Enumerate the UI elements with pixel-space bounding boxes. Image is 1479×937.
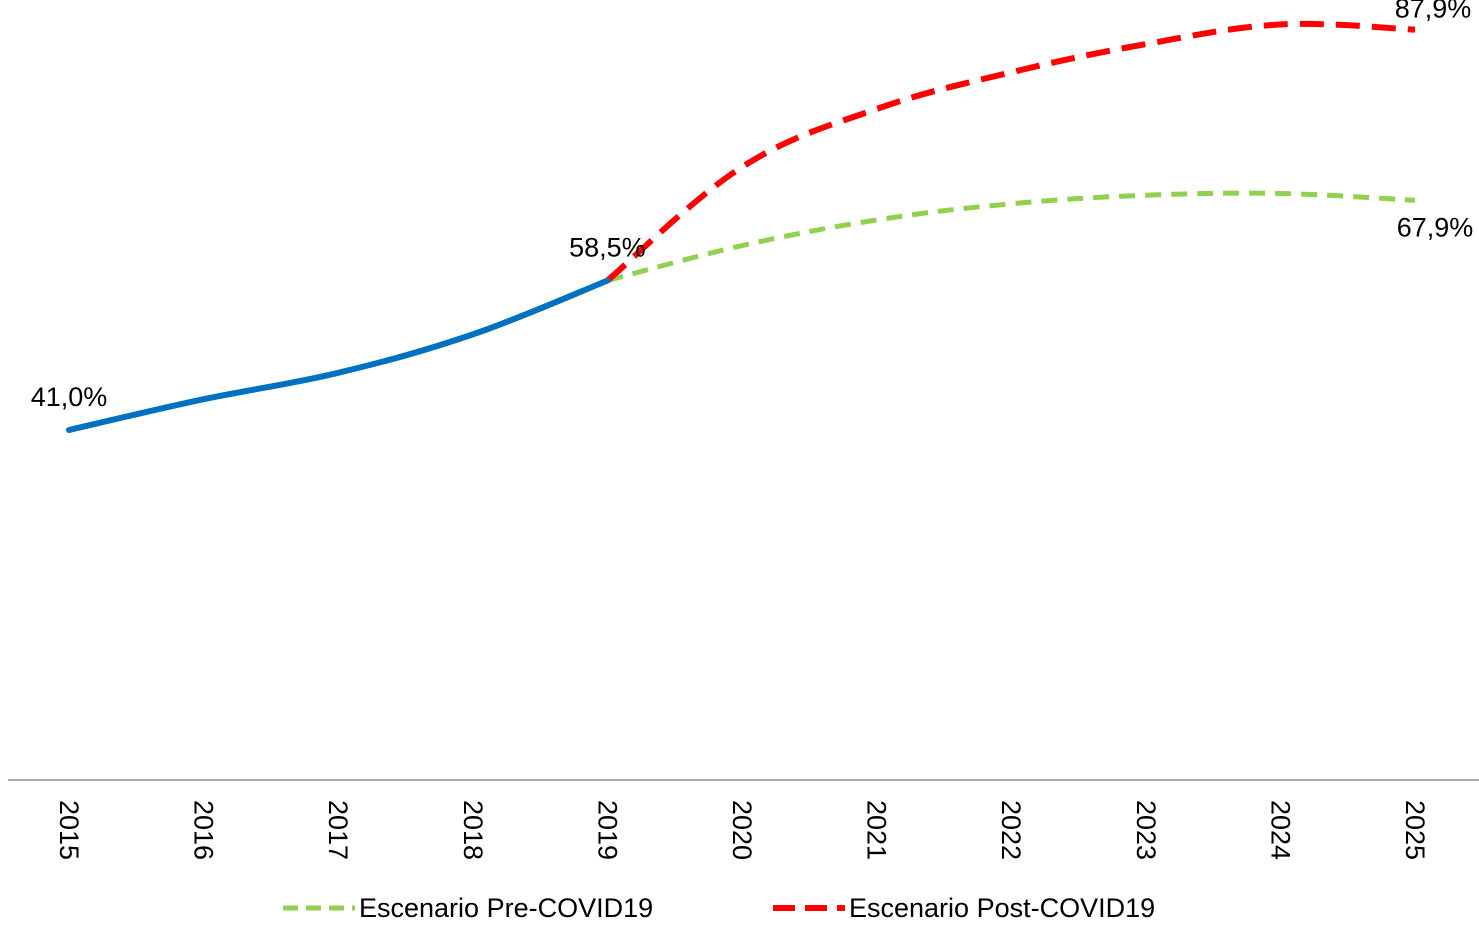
x-tick-label-2025: 2025 [1400,800,1430,860]
legend: Escenario Pre-COVID19 Escenario Post-COVI… [283,893,1155,923]
x-tick-label-2023: 2023 [1131,800,1161,860]
data-labels: 41,0% 58,5% 67,9% 87,9% [31,0,1474,412]
x-tick-label-2017: 2017 [323,800,353,860]
data-label-historical-0-2015: 41,0% [31,382,108,412]
x-tick-label-2016: 2016 [189,800,219,860]
x-tick-label-2019: 2019 [592,800,622,860]
series-line-historical-0 [66,277,611,433]
legend-label-escenario-post-covid19: Escenario Post-COVID19 [849,893,1155,923]
series-line-escenario-pre-covid19 [606,190,1416,284]
series-line-escenario-post-covid19 [605,20,1416,283]
legend-label-escenario-pre-covid19: Escenario Pre-COVID19 [359,893,653,923]
x-tick-label-2022: 2022 [996,800,1026,860]
data-label-historical-0-2019: 58,5% [569,233,646,263]
x-tick-label-2015: 2015 [54,800,84,860]
x-tick-label-2024: 2024 [1265,800,1295,860]
legend-item-escenario-pre-covid19: Escenario Pre-COVID19 [283,893,653,923]
data-label-escenario-pre-covid19-2025: 67,9% [1397,212,1474,242]
legend-item-escenario-post-covid19: Escenario Post-COVID19 [773,893,1155,923]
x-tick-label-2018: 2018 [458,800,488,860]
data-label-escenario-post-covid19-2025: 87,9% [1395,0,1472,24]
x-tick-labels: 2015 2016 2017 2018 2019 2020 2021 2022 2023 2024… [54,800,1430,860]
x-tick-label-2020: 2020 [727,800,757,860]
x-tick-label-2021: 2021 [862,800,892,860]
series-layer [66,20,1416,433]
